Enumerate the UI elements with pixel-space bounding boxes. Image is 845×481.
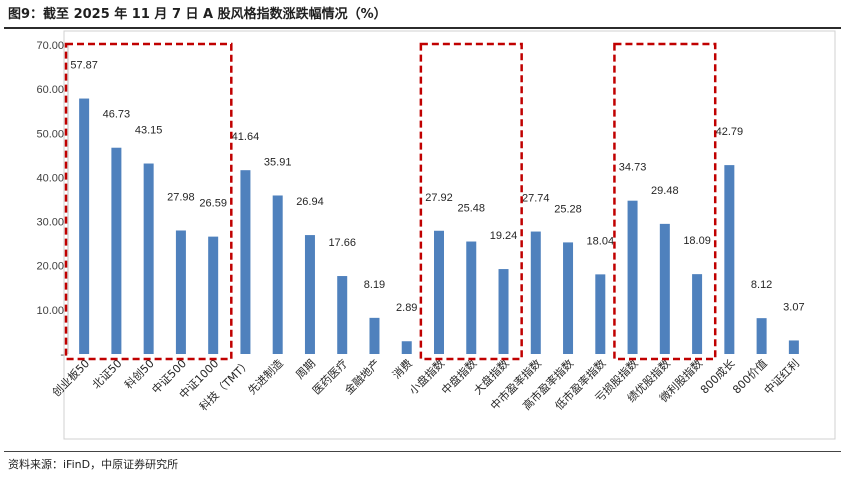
y-tick-label: 70.00 (36, 40, 64, 52)
y-tick-label: - (60, 349, 64, 361)
bar (692, 274, 703, 354)
category-label: 创业板50 (49, 356, 92, 399)
source-note: 资料来源：iFinD，中原证券研究所 (8, 458, 179, 471)
highlight-box (419, 42, 523, 361)
figure-title: 图9：截至 2025 年 11 月 7 日 A 股风格指数涨跌幅情况（%） (8, 7, 387, 22)
bar (208, 236, 219, 354)
category-label: 周期 (293, 357, 318, 382)
data-label: 41.64 (232, 131, 260, 143)
bar (466, 241, 477, 354)
data-label: 2.89 (396, 302, 417, 314)
data-label: 42.79 (716, 126, 744, 138)
data-label: 8.19 (364, 279, 385, 291)
data-label: 27.92 (425, 192, 453, 204)
bar-chart: - 10.00 20.00 30.00 40.00 50.00 60.00 70.00 57.… (36, 30, 836, 440)
bar (530, 231, 541, 354)
bar (337, 276, 348, 354)
bar (369, 317, 380, 354)
y-tick-label: 20.00 (36, 261, 64, 273)
data-labels: 57.87 46.73 43.15 27.98 26.59 41.64 35.91 26.94… (70, 60, 804, 315)
bar (401, 341, 412, 354)
data-label: 18.04 (587, 235, 615, 247)
category-label: 800成长 (698, 357, 738, 397)
category-label: 金融地产 (342, 356, 383, 397)
bar (788, 340, 799, 354)
category-label: 先进制造 (245, 356, 286, 397)
data-label: 19.24 (490, 230, 518, 242)
title-divider (4, 27, 841, 29)
data-label: 35.91 (264, 156, 292, 168)
bar (659, 223, 670, 354)
y-tick-label: 10.00 (36, 305, 64, 317)
y-tick-label: 40.00 (36, 172, 64, 184)
y-tick-label: 60.00 (36, 84, 64, 96)
bar (143, 163, 154, 354)
bar (627, 200, 638, 354)
bar (595, 274, 606, 354)
highlight-boxes (64, 42, 717, 361)
bar (111, 147, 122, 354)
category-label: 北证50 (90, 357, 125, 392)
data-label: 26.59 (199, 198, 227, 210)
data-label: 29.48 (651, 185, 679, 197)
highlight-box (64, 42, 233, 361)
data-label: 26.94 (296, 196, 324, 208)
category-label: 中证红利 (762, 357, 802, 397)
data-label: 17.66 (328, 237, 356, 249)
bar (175, 230, 186, 354)
bar (563, 242, 574, 354)
y-tick-label: 30.00 (36, 217, 64, 229)
data-label: 46.73 (103, 109, 131, 121)
data-label: 3.07 (783, 301, 804, 313)
bars (79, 98, 799, 354)
data-label: 27.74 (522, 193, 550, 205)
plot-frame (63, 30, 836, 440)
footer-divider (4, 451, 841, 452)
bar (724, 165, 735, 354)
data-label: 18.09 (683, 235, 711, 247)
bar (304, 235, 315, 354)
data-label: 8.12 (751, 279, 772, 291)
data-label: 27.98 (167, 191, 195, 203)
data-label: 34.73 (619, 162, 647, 174)
bar (434, 230, 444, 354)
y-axis-ticks: - 10.00 20.00 30.00 40.00 50.00 60.00 70.00 (36, 40, 64, 361)
y-tick-label: 50.00 (36, 128, 64, 140)
bar (498, 269, 509, 354)
bar (756, 318, 767, 354)
bar (272, 195, 283, 354)
data-label: 25.28 (554, 203, 582, 215)
category-label: 消费 (389, 356, 414, 381)
data-label: 25.48 (457, 203, 485, 215)
bar (79, 98, 90, 354)
data-label: 43.15 (135, 125, 163, 137)
highlight-box (613, 42, 717, 361)
bar (240, 170, 251, 354)
data-label: 57.87 (70, 60, 98, 72)
